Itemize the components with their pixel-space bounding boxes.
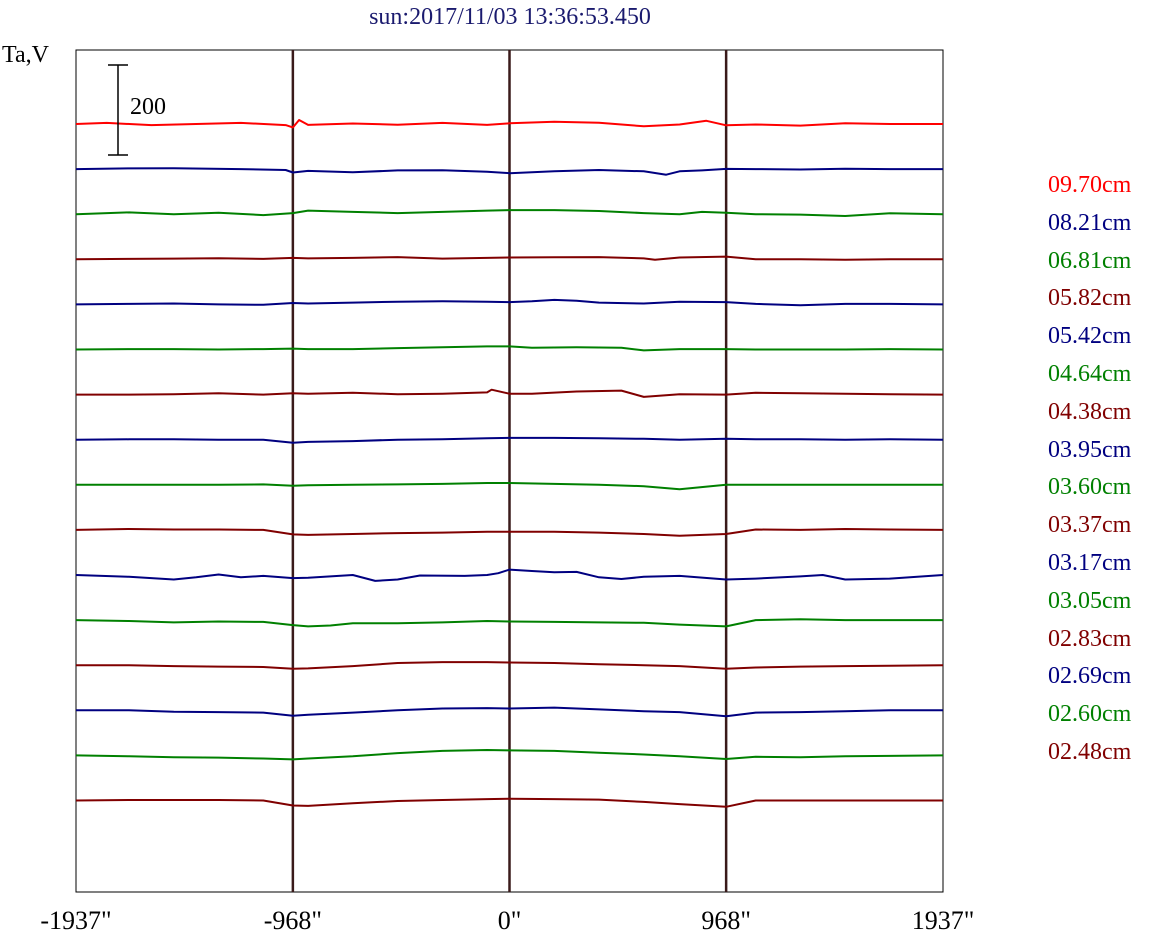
legend-entry: 03.37cm [1048, 512, 1132, 539]
legend-entry: 06.81cm [1048, 247, 1132, 274]
series-line-11 [75, 618, 943, 628]
legend-entry: 03.95cm [1048, 436, 1132, 463]
legend-entry: 04.38cm [1048, 398, 1132, 425]
series-line-5 [75, 345, 944, 352]
series-line-3 [75, 255, 943, 261]
series-line-4 [75, 298, 944, 307]
series-line-7 [75, 436, 944, 444]
legend-entry: 05.82cm [1048, 285, 1132, 312]
legend-entry: 02.69cm [1048, 663, 1132, 690]
series-line-1 [75, 167, 943, 176]
scale-bar-label: 200 [130, 94, 166, 120]
series-line-6 [76, 388, 944, 398]
y-axis-label: Ta,V [2, 42, 49, 68]
series-line-9 [75, 528, 944, 537]
legend-entry: 05.42cm [1048, 323, 1132, 350]
series-line-13 [76, 706, 943, 718]
chart-title: sun:2017/11/03 13:36:53.450 [369, 4, 651, 30]
legend: 09.70cm 08.21cm 06.81cm 05.82cm 05.42cm 04.64… [1048, 170, 1155, 775]
legend-entry: 03.17cm [1048, 549, 1132, 576]
legend-entry: 02.60cm [1048, 701, 1132, 728]
legend-entry: 03.60cm [1048, 474, 1132, 501]
series-lines [75, 119, 944, 808]
legend-entry: 03.05cm [1048, 587, 1132, 614]
series-line-14 [75, 749, 944, 761]
x-tick-label: -1937" [40, 906, 112, 935]
vertical-markers [291, 50, 728, 892]
x-tick-label: -968" [263, 906, 322, 935]
legend-entry: 09.70cm [1048, 172, 1132, 198]
series-line-8 [76, 482, 943, 491]
legend-entry: 04.64cm [1048, 360, 1132, 387]
series-line-10 [75, 568, 944, 582]
series-line-2 [75, 209, 944, 217]
x-tick-label: 1937" [911, 906, 975, 935]
scale-bar [108, 64, 128, 156]
x-tick-label: 968" [701, 906, 751, 935]
series-line-12 [76, 661, 944, 670]
legend-entry: 08.21cm [1048, 209, 1132, 236]
legend-entry: 02.83cm [1048, 625, 1132, 652]
legend-entry: 02.48cm [1048, 738, 1132, 765]
series-line-15 [75, 797, 943, 808]
series-line-0 [75, 119, 943, 129]
x-tick-label: 0" [497, 906, 522, 935]
